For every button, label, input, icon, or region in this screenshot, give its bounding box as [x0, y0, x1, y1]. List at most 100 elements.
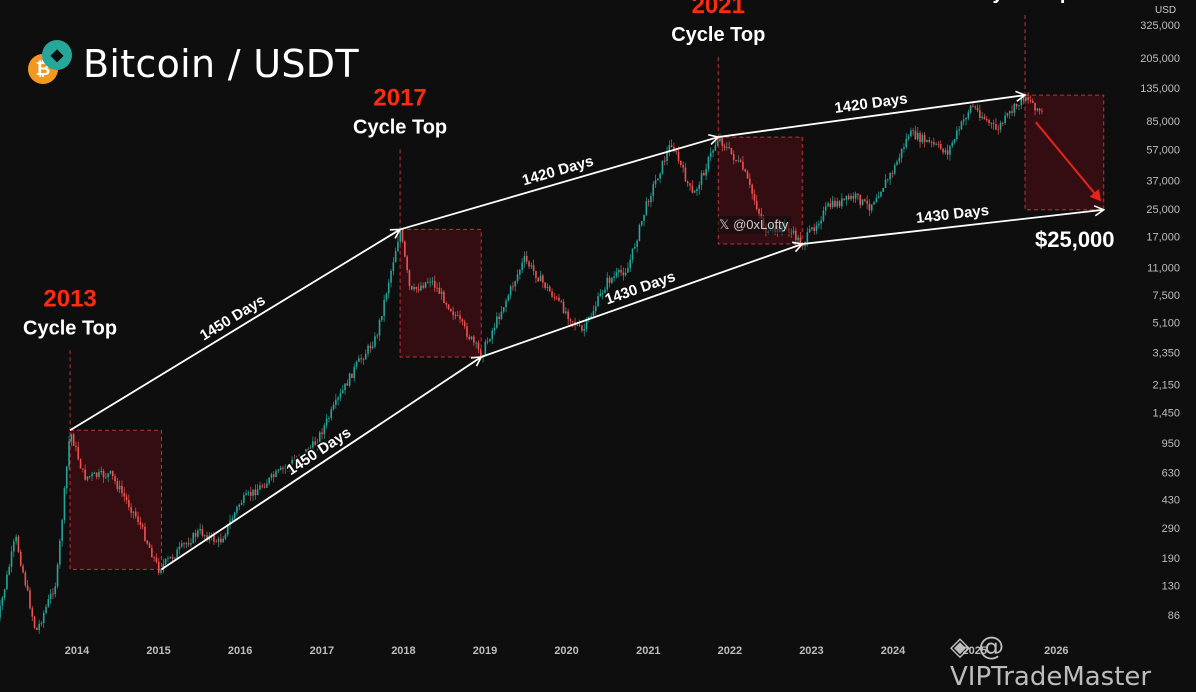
candle-body [408, 270, 411, 286]
candle-body [995, 124, 997, 130]
candle-body [629, 259, 632, 269]
candle-body [686, 181, 689, 184]
candle-body [866, 200, 868, 204]
candle-body [636, 240, 638, 247]
candle-body [309, 447, 312, 452]
candle-body [988, 119, 990, 124]
candle-body [279, 467, 282, 470]
target-price-label: $25,000 [1035, 227, 1115, 252]
candle-body [661, 160, 664, 174]
candle-body [268, 477, 270, 484]
candle-body [967, 112, 970, 119]
candle-body [585, 319, 588, 329]
candle-body [374, 336, 376, 347]
candle-body [500, 311, 503, 319]
candle-body [424, 282, 427, 288]
candle-body [631, 248, 634, 260]
candle-body [332, 404, 335, 410]
candle-body [709, 152, 712, 158]
watermark: ◈ @ VIPTradeMaster [950, 632, 1152, 692]
candle-body [654, 180, 657, 185]
candle-body [985, 119, 988, 120]
y-tick-label: 85,000 [1146, 116, 1180, 128]
candle-body [514, 281, 517, 287]
candle-body [323, 425, 326, 435]
y-tick-label: 130 [1162, 580, 1180, 592]
y-tick-label: 37,000 [1146, 176, 1180, 188]
candle-body [822, 210, 825, 221]
candle-body [795, 230, 797, 241]
candle-body [797, 237, 799, 241]
candle-body [696, 189, 698, 192]
candle-body [850, 195, 852, 200]
trend-line [69, 228, 402, 432]
candle-body [714, 145, 717, 151]
x-tick-label: 2023 [799, 645, 823, 657]
candle-body [712, 150, 714, 153]
candle-body [401, 230, 404, 242]
candle-body [144, 526, 146, 541]
cycle-top-year: 2021 [692, 0, 745, 19]
y-tick-label: 630 [1162, 467, 1180, 479]
candle-body [153, 557, 155, 559]
candle-body [946, 150, 949, 155]
candle-body [348, 373, 351, 386]
candle-body [305, 449, 307, 456]
candle-body [427, 282, 429, 283]
candle-body [312, 441, 314, 448]
candle-body [870, 204, 873, 211]
candle-body [535, 270, 537, 278]
candle-body [565, 311, 567, 313]
candle-body [461, 319, 464, 322]
candle-body [958, 129, 960, 131]
candle-body [677, 151, 680, 161]
candle-body [652, 184, 655, 196]
candle-body [335, 399, 337, 405]
candle-body [949, 146, 951, 155]
candle-body [808, 229, 811, 233]
candle-body [180, 543, 183, 547]
candle-body [410, 285, 413, 290]
candle-body [217, 538, 220, 542]
trend-line [802, 205, 1106, 245]
candle-body [459, 315, 461, 320]
candle-body [36, 627, 38, 630]
candle-body [680, 160, 682, 166]
candle-body [1011, 111, 1013, 113]
candle-body [716, 141, 719, 146]
candle-body [45, 606, 47, 614]
candle-body [852, 195, 855, 199]
candle-body [530, 265, 533, 267]
candle-body [203, 535, 206, 537]
candle-body [272, 474, 275, 477]
candle-body [70, 434, 73, 442]
candle-body [484, 341, 487, 355]
candle-body [1020, 96, 1023, 106]
candle-body [378, 320, 381, 336]
candle-body [72, 434, 75, 446]
candle-body [753, 193, 756, 201]
candle-body [820, 220, 822, 224]
candle-body [744, 169, 747, 172]
candle-body [521, 262, 523, 270]
candle-body [956, 130, 958, 140]
candle-body [799, 237, 802, 245]
candle-body [282, 467, 284, 469]
x-tick-label: 2017 [310, 645, 334, 657]
candle-body [914, 130, 917, 140]
candle-body [307, 449, 310, 452]
y-tick-label: 3,350 [1152, 348, 1180, 360]
candle-body [56, 564, 59, 587]
candle-body [567, 311, 569, 320]
candle-body [355, 361, 358, 367]
candle-body [935, 143, 937, 145]
candle-body [17, 536, 20, 552]
candle-body [263, 486, 266, 488]
candle-body [447, 304, 450, 310]
cycle-top-label: Cycle Top [671, 24, 765, 46]
candle-body [813, 227, 816, 231]
candle-body [445, 303, 448, 305]
y-tick-label: 25,000 [1146, 204, 1180, 216]
y-tick-label: 5,100 [1152, 318, 1180, 330]
candle-body [224, 534, 227, 539]
